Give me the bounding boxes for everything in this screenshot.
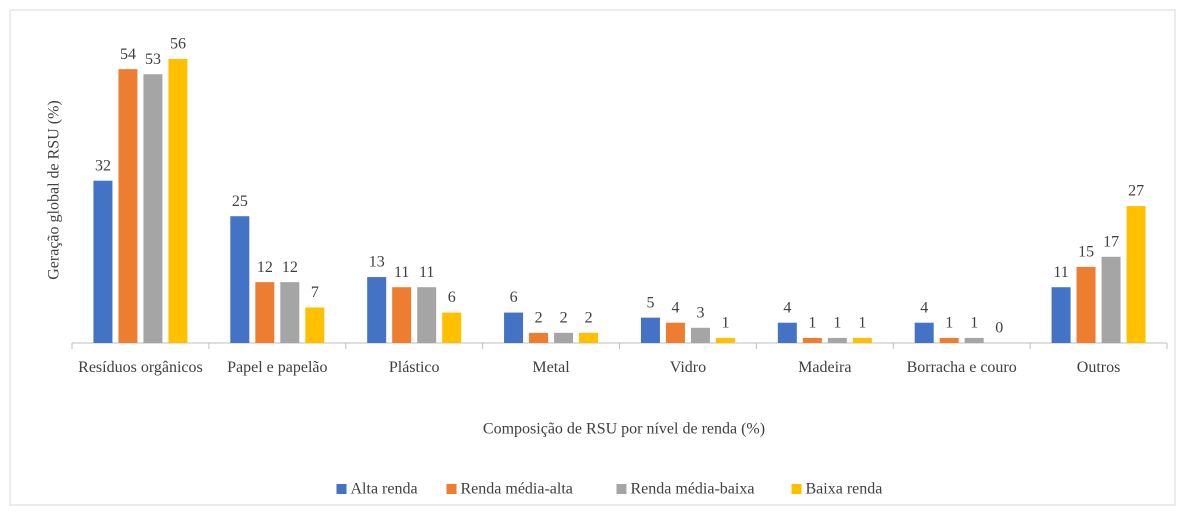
data-label: 56 xyxy=(170,36,186,53)
bar xyxy=(118,69,138,344)
data-label: 2 xyxy=(560,310,568,327)
chart-frame xyxy=(9,9,1176,506)
legend-swatch xyxy=(446,484,457,494)
bar xyxy=(914,322,934,343)
bar xyxy=(367,277,387,343)
legend-label: Baixa renda xyxy=(806,481,883,498)
x-tick-label: Plástico xyxy=(388,359,440,376)
data-label: 17 xyxy=(1103,233,1119,250)
data-label: 1 xyxy=(833,315,841,332)
data-label: 2 xyxy=(585,310,593,327)
data-label: 1 xyxy=(970,315,978,332)
bar xyxy=(1051,287,1071,343)
legend-label: Renda média-baixa xyxy=(631,481,755,498)
data-label: 1 xyxy=(945,315,953,332)
bar xyxy=(1076,266,1096,343)
data-label: 4 xyxy=(920,299,928,316)
bar xyxy=(640,317,660,343)
data-label: 11 xyxy=(419,264,434,281)
y-axis-title: Geração global de RSU (%) xyxy=(46,100,63,280)
data-label: 54 xyxy=(120,46,136,63)
x-axis-title: Composição de RSU por nível de renda (%) xyxy=(483,421,765,438)
bar xyxy=(777,322,797,343)
legend-swatch xyxy=(791,484,802,494)
x-tick-label: Vidro xyxy=(669,359,707,376)
data-label: 15 xyxy=(1078,244,1094,261)
bar xyxy=(280,282,300,343)
x-tick-label: Papel e papelão xyxy=(227,359,328,376)
data-label: 53 xyxy=(145,51,161,68)
data-label: 25 xyxy=(232,193,248,210)
data-label: 1 xyxy=(858,315,866,332)
bar xyxy=(579,332,599,343)
bar xyxy=(529,332,549,343)
data-label: 3 xyxy=(696,304,704,321)
data-label: 11 xyxy=(1053,264,1068,281)
bar xyxy=(255,282,275,343)
bar xyxy=(964,337,984,343)
legend-swatch xyxy=(616,484,627,494)
bar xyxy=(143,74,163,343)
bar xyxy=(1126,206,1146,343)
data-label: 5 xyxy=(646,294,654,311)
bar xyxy=(802,337,822,343)
data-label: 0 xyxy=(995,320,1003,337)
x-tick-label: Borracha e couro xyxy=(906,359,1017,376)
bar xyxy=(392,287,412,343)
data-label: 4 xyxy=(671,299,679,316)
bar xyxy=(417,287,437,343)
x-tick-label: Resíduos orgânicos xyxy=(78,359,203,376)
data-label: 1 xyxy=(721,315,729,332)
bar xyxy=(554,332,574,343)
x-tick-label: Outros xyxy=(1076,359,1121,376)
bar xyxy=(305,307,325,343)
legend-swatch xyxy=(336,484,347,494)
data-label: 6 xyxy=(448,289,456,306)
x-tick-label: Madeira xyxy=(798,359,852,376)
data-label: 12 xyxy=(282,259,298,276)
bar xyxy=(504,312,524,343)
data-label: 32 xyxy=(95,157,111,174)
data-label: 1 xyxy=(808,315,816,332)
bar xyxy=(168,59,188,343)
bar xyxy=(230,216,250,343)
data-label: 12 xyxy=(257,259,273,276)
bar xyxy=(93,180,113,343)
bar xyxy=(665,322,685,343)
bar xyxy=(852,337,872,343)
bar xyxy=(827,337,847,343)
legend-label: Alta renda xyxy=(351,481,418,498)
bar xyxy=(715,337,735,343)
data-label: 11 xyxy=(394,264,409,281)
data-label: 4 xyxy=(783,299,791,316)
x-tick-label: Metal xyxy=(532,359,570,376)
data-label: 7 xyxy=(311,284,319,301)
bar xyxy=(1101,256,1121,343)
bar xyxy=(442,312,462,343)
bar xyxy=(690,327,710,343)
data-label: 2 xyxy=(535,310,543,327)
legend-label: Renda média-alta xyxy=(461,481,573,498)
data-label: 13 xyxy=(369,254,385,271)
data-label: 27 xyxy=(1128,183,1144,200)
data-label: 6 xyxy=(510,289,518,306)
bar xyxy=(939,337,959,343)
